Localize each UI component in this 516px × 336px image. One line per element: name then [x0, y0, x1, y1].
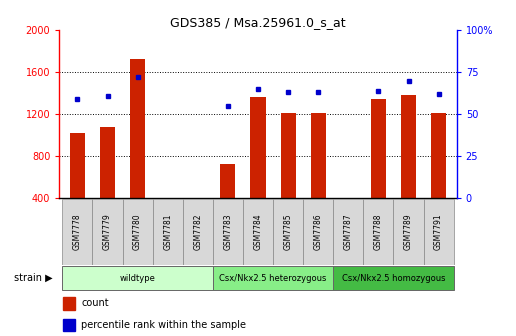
Bar — [63, 319, 75, 331]
Text: strain ▶: strain ▶ — [13, 273, 52, 283]
Bar — [273, 199, 303, 265]
Text: GSM7783: GSM7783 — [223, 213, 232, 250]
Bar — [63, 297, 75, 310]
Bar — [62, 199, 92, 265]
Text: GSM7780: GSM7780 — [133, 213, 142, 250]
Bar — [333, 266, 454, 290]
Text: wildtype: wildtype — [120, 274, 155, 283]
Text: GSM7788: GSM7788 — [374, 214, 383, 250]
Text: GSM7787: GSM7787 — [344, 213, 353, 250]
Bar — [394, 199, 424, 265]
Bar — [363, 199, 393, 265]
Bar — [213, 199, 243, 265]
Bar — [213, 266, 333, 290]
Text: GSM7784: GSM7784 — [253, 213, 263, 250]
Bar — [311, 113, 326, 198]
Bar — [424, 199, 454, 265]
Text: GSM7778: GSM7778 — [73, 213, 82, 250]
Bar — [333, 199, 363, 265]
Text: Csx/Nkx2.5 homozygous: Csx/Nkx2.5 homozygous — [342, 274, 445, 283]
Bar — [220, 164, 235, 198]
Bar — [92, 199, 122, 265]
Text: GSM7789: GSM7789 — [404, 213, 413, 250]
Text: GSM7786: GSM7786 — [314, 213, 322, 250]
Text: percentile rank within the sample: percentile rank within the sample — [81, 320, 246, 330]
Bar — [431, 113, 446, 198]
Bar — [62, 266, 213, 290]
Bar — [183, 199, 213, 265]
Bar — [70, 133, 85, 198]
Bar — [281, 113, 296, 198]
Bar — [130, 58, 145, 198]
Text: GSM7791: GSM7791 — [434, 213, 443, 250]
Text: GSM7785: GSM7785 — [284, 213, 293, 250]
Text: Csx/Nkx2.5 heterozygous: Csx/Nkx2.5 heterozygous — [219, 274, 327, 283]
Bar — [243, 199, 273, 265]
Text: GSM7781: GSM7781 — [163, 214, 172, 250]
Bar — [401, 95, 416, 198]
Bar — [123, 199, 153, 265]
Bar — [371, 99, 386, 198]
Text: GSM7782: GSM7782 — [194, 214, 202, 250]
Text: count: count — [81, 298, 109, 308]
Bar — [250, 97, 266, 198]
Bar — [303, 199, 333, 265]
Bar — [153, 199, 183, 265]
Title: GDS385 / Msa.25961.0_s_at: GDS385 / Msa.25961.0_s_at — [170, 16, 346, 29]
Bar — [100, 127, 115, 198]
Text: GSM7779: GSM7779 — [103, 213, 112, 250]
